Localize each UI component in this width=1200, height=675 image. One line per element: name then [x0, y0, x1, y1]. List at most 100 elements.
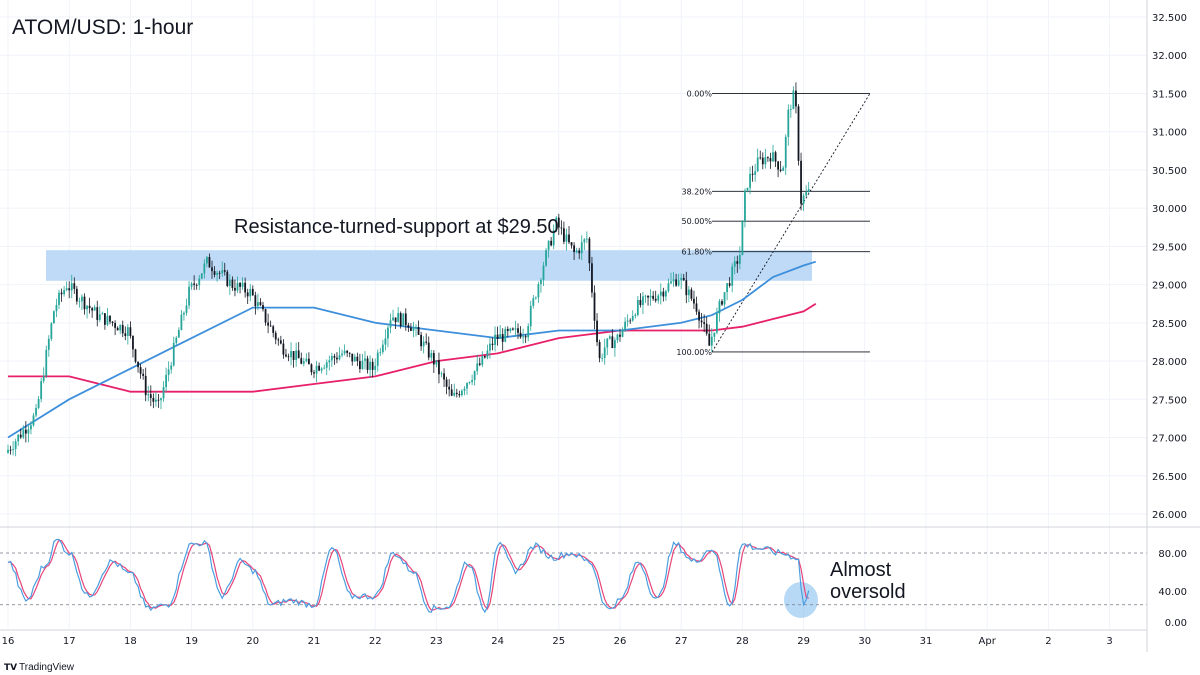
candle [634, 312, 637, 319]
candle [330, 352, 333, 368]
candle [308, 352, 310, 365]
candle [195, 283, 198, 290]
candle [585, 231, 588, 244]
candle [180, 309, 183, 331]
candle [677, 273, 680, 287]
candle [687, 286, 690, 303]
chart-title: ATOM/USD: 1-hour [12, 16, 193, 39]
candle [53, 310, 55, 324]
candle [14, 438, 17, 457]
candle [777, 160, 779, 178]
candle [315, 360, 318, 383]
candle [680, 273, 683, 290]
candle [101, 311, 104, 315]
candle [448, 379, 451, 397]
candle [626, 314, 629, 327]
candle [226, 269, 229, 288]
candle [652, 291, 655, 301]
candle [708, 324, 711, 346]
price-axis[interactable]: 32.500 32.000 31.500 31.000 30.500 30.000 29.5… [1152, 13, 1187, 521]
candle [279, 335, 282, 345]
time-tick-label: 18 [124, 636, 137, 647]
candle [262, 301, 264, 312]
candle [88, 297, 91, 314]
candle [73, 277, 76, 294]
price-tick-label: 26.000 [1152, 510, 1187, 521]
candle [231, 276, 234, 291]
candle [670, 272, 672, 285]
candle [731, 263, 734, 293]
candle [805, 185, 808, 197]
candle [450, 384, 453, 397]
candle [35, 403, 37, 418]
candle [527, 323, 530, 342]
candle [374, 358, 377, 376]
candle [483, 355, 486, 359]
candle [779, 160, 782, 173]
candle [47, 335, 50, 357]
candle [157, 393, 160, 408]
candle [767, 156, 769, 162]
candle [705, 316, 708, 336]
candle [9, 445, 12, 455]
candle [387, 325, 389, 348]
candle [769, 152, 772, 169]
candle [359, 353, 361, 373]
price-tick-label: 26.500 [1152, 472, 1187, 483]
candle [68, 281, 71, 299]
candle [759, 150, 762, 160]
candle [361, 353, 364, 370]
price-tick-label: 32.500 [1152, 13, 1187, 24]
candle [710, 328, 713, 352]
candle [784, 134, 787, 176]
candle [491, 337, 494, 351]
candle [318, 362, 320, 372]
candle [726, 282, 728, 301]
candle [792, 86, 795, 110]
candle [721, 299, 723, 306]
candle [789, 104, 792, 118]
time-tick-label: 2 [1045, 636, 1051, 647]
candle [165, 367, 167, 392]
candle [167, 361, 170, 382]
candle [274, 330, 277, 345]
candle [545, 248, 547, 267]
candle [682, 274, 685, 281]
candle [86, 304, 88, 319]
candle [471, 374, 473, 386]
candle [55, 298, 58, 318]
time-tick-label: 19 [185, 636, 198, 647]
candle [700, 313, 703, 328]
candle [588, 236, 591, 272]
candle [185, 298, 188, 316]
candle [438, 352, 440, 384]
candle [787, 104, 790, 146]
candle [320, 367, 323, 374]
tradingview-logo[interactable]: TV TradingView [4, 662, 75, 673]
candle [264, 308, 267, 326]
candle [325, 359, 328, 376]
candle [616, 333, 619, 344]
candle [774, 150, 777, 167]
candle [547, 240, 550, 258]
candle [78, 297, 81, 308]
candle [529, 300, 532, 331]
candle [254, 291, 257, 315]
stochastic-axis[interactable]: 80.00 40.00 0.00 [1158, 549, 1187, 629]
candle [560, 220, 563, 235]
candle [300, 352, 303, 365]
candle [802, 193, 805, 211]
candle [642, 291, 644, 315]
candle [631, 310, 634, 322]
candle [665, 289, 667, 301]
candle [384, 329, 387, 351]
candle [244, 277, 247, 298]
candle [555, 216, 558, 233]
price-tick-label: 27.000 [1152, 434, 1187, 445]
candle [519, 326, 522, 339]
time-axis[interactable]: 16 17 18 19 20 21 22 23 24 25 26 27 28 29 30 31 Apr 2 3 [2, 636, 1113, 647]
candle [690, 287, 693, 301]
candle [7, 444, 9, 454]
candle [234, 279, 236, 297]
